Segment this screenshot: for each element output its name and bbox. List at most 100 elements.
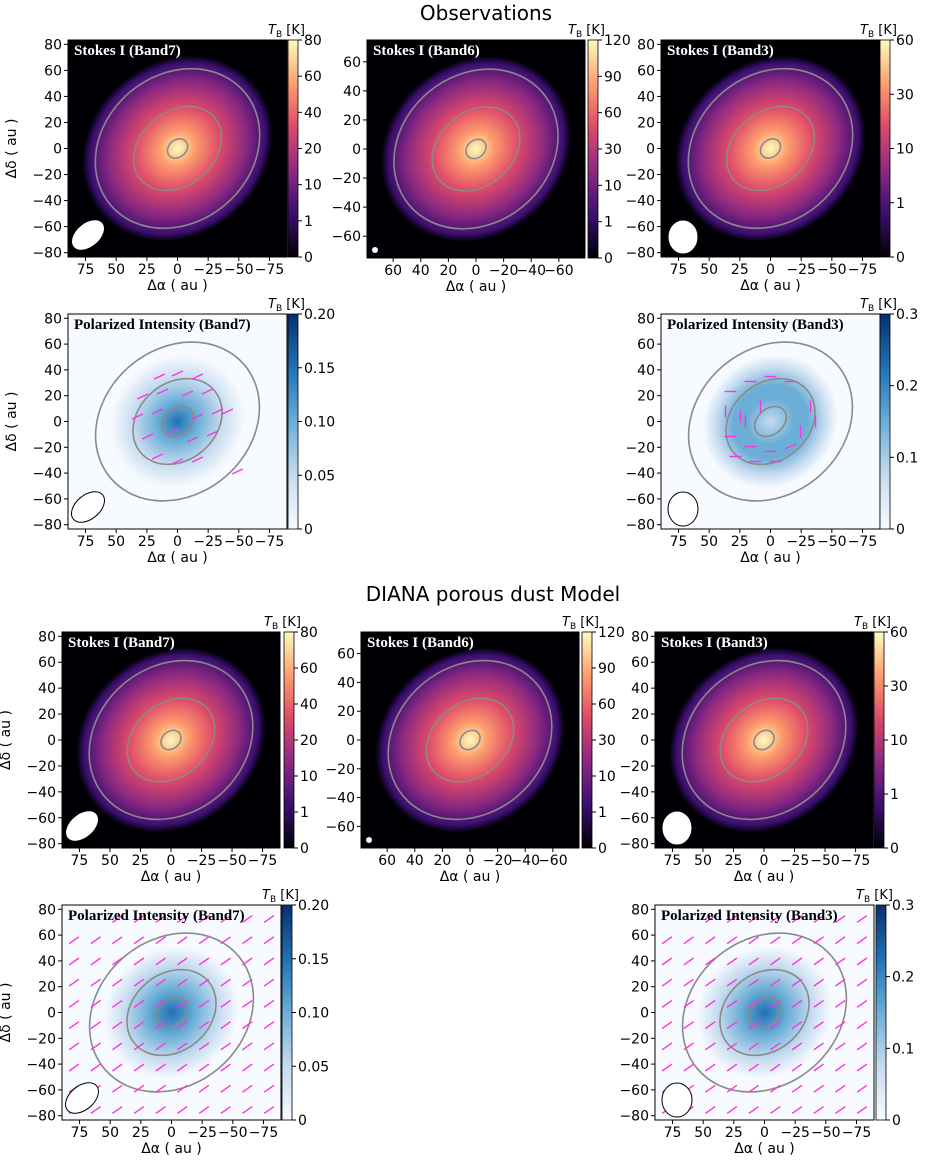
contour-2 xyxy=(431,106,521,192)
polarization-vector xyxy=(68,1063,80,1072)
polarization-vector xyxy=(155,999,167,1008)
y-tick-label: 60 xyxy=(44,63,62,79)
colorbar-tick-label: 60 xyxy=(300,661,318,677)
polarization-vector xyxy=(241,999,253,1008)
y-tick-label: −60 xyxy=(26,1083,56,1099)
x-tick-label: −50 xyxy=(817,534,847,550)
polarization-vector xyxy=(834,1042,846,1051)
colorbar-tick-label: 10 xyxy=(598,769,616,785)
x-tick-label: 75 xyxy=(77,534,95,550)
contour-2 xyxy=(425,697,515,783)
polarization-vector xyxy=(856,1021,868,1030)
polarization-vector xyxy=(856,999,868,1008)
x-axis-label: Δα ( au ) xyxy=(740,278,801,294)
x-tick-label: 25 xyxy=(132,853,150,869)
y-tick-label: 40 xyxy=(637,89,655,105)
polarization-vector xyxy=(791,1021,803,1030)
polarization-vector xyxy=(68,1021,80,1030)
y-tick-label: 0 xyxy=(53,142,62,158)
y-tick-label: 40 xyxy=(38,681,56,697)
y-tick-label: 0 xyxy=(646,142,655,158)
polarization-vector xyxy=(748,957,760,966)
y-tick-label: −60 xyxy=(625,492,655,508)
polarization-vector xyxy=(90,978,102,987)
beam-ellipse xyxy=(366,837,372,843)
y-tick-label: −20 xyxy=(26,1031,56,1047)
panel-model-stokes-band3: Stokes I (Band3) 75 50 25 0 −25 −50 −75 Δα ( au … xyxy=(619,615,907,885)
polarization-vector xyxy=(151,408,164,415)
beam-ellipse xyxy=(65,810,99,842)
polarization-vector xyxy=(813,978,825,987)
x-tick-label: −25 xyxy=(786,534,816,550)
x-tick-label: 75 xyxy=(664,1125,682,1141)
polarization-vector xyxy=(155,1084,167,1093)
polarization-vector xyxy=(155,1063,167,1072)
panel-model-pi-band3: Polarized Intensity (Band3) 75 50 25 0 −25 −50… xyxy=(619,888,914,1157)
y-tick-label: −80 xyxy=(26,837,56,853)
y-tick-label: −20 xyxy=(32,440,62,456)
polarization-vector xyxy=(726,936,738,945)
polarization-vector xyxy=(111,1063,123,1072)
polarization-vector xyxy=(683,1021,695,1030)
y-tick-label: −80 xyxy=(625,246,655,262)
colorbar-tick-label: 0.20 xyxy=(298,898,329,914)
colorbar-tick-label: 20 xyxy=(304,142,322,158)
colorbar-tick-label: 60 xyxy=(304,69,322,85)
x-tick-label: −25 xyxy=(193,534,223,550)
x-tick-label: 0 xyxy=(167,853,176,869)
polarization-vector xyxy=(769,957,781,966)
polarization-vector xyxy=(661,999,673,1008)
polarization-vector xyxy=(856,915,868,923)
colorbar-title-symbol: T xyxy=(860,23,869,38)
polarization-vector xyxy=(166,428,179,435)
beam-ellipse xyxy=(71,491,105,523)
colorbar-title-subscript: B xyxy=(276,30,282,40)
polarization-vector xyxy=(813,999,825,1008)
polarization-vector xyxy=(263,1042,275,1051)
polarization-vector xyxy=(263,936,275,945)
panel-obs-stokes-band3: Stokes I (Band3) 75 50 25 0 −25 −50 −75 Δα ( au … xyxy=(625,23,913,294)
panel-title: Polarized Intensity (Band3) xyxy=(661,908,838,924)
polarization-vector xyxy=(791,1084,803,1093)
colorbar-title: TB [K] xyxy=(854,615,891,632)
x-axis-label: Δα ( au ) xyxy=(440,869,501,885)
polarization-vector xyxy=(813,957,825,966)
x-tick-label: 0 xyxy=(760,1125,769,1141)
x-tick-label: −50 xyxy=(224,534,254,550)
y-tick-label: 20 xyxy=(343,113,361,129)
colorbar-tick-label: 0 xyxy=(304,522,313,538)
contour-3 xyxy=(160,729,182,751)
polarization-vector xyxy=(748,1021,760,1030)
x-tick-label: −75 xyxy=(841,853,871,869)
colorbar-scale xyxy=(873,631,885,849)
colorbar-title: TB [K] xyxy=(860,297,897,314)
polarization-vector xyxy=(176,957,188,966)
polarization-vector xyxy=(131,413,144,420)
colorbar-title-unit: [K] xyxy=(868,615,891,630)
y-tick-label: 20 xyxy=(44,389,62,405)
polarization-vector xyxy=(90,957,102,966)
y-tick-label: 20 xyxy=(631,980,649,996)
colorbar-title: TB [K] xyxy=(568,23,605,40)
polarization-vector xyxy=(198,1042,210,1051)
polarization-vector xyxy=(704,1042,716,1051)
y-tick-label: 60 xyxy=(38,928,56,944)
polarization-vector xyxy=(191,413,204,420)
colorbar-tick-label: 0.1 xyxy=(896,450,918,466)
emission-disk xyxy=(675,55,866,242)
x-tick-label: −75 xyxy=(848,534,878,550)
y-tick-label: 80 xyxy=(44,311,62,327)
polarization-vector xyxy=(263,999,275,1008)
polarization-vector xyxy=(220,936,232,945)
colorbar-title: TB [K] xyxy=(562,615,599,632)
polarization-vector xyxy=(90,1106,101,1114)
contour-1 xyxy=(687,341,854,502)
panel-image xyxy=(655,905,874,1120)
contour-1 xyxy=(94,67,261,230)
y-tick-label: 0 xyxy=(646,415,655,431)
polarization-vector xyxy=(111,1021,123,1030)
polarization-vector xyxy=(176,1042,188,1051)
